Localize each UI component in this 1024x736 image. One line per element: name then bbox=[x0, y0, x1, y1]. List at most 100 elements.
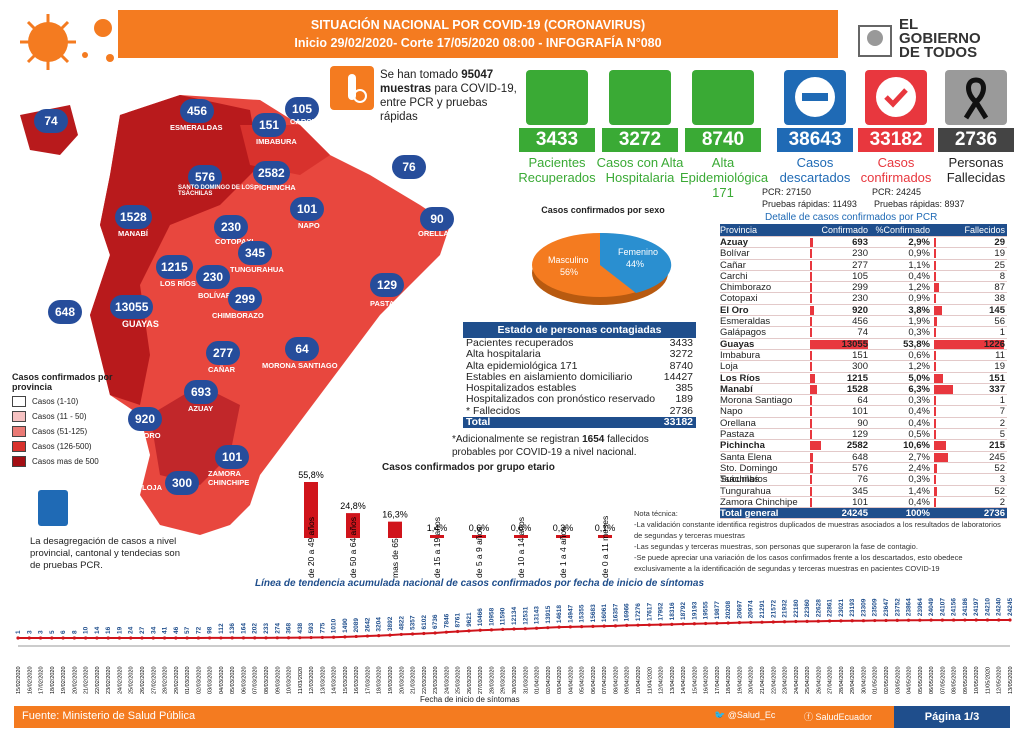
age-chart: Casos confirmados por grupo etario 55,8%… bbox=[282, 460, 627, 580]
technical-notes: Nota técnica: -La validación constante i… bbox=[634, 508, 1004, 574]
trend-value-label: 20974 bbox=[748, 600, 755, 618]
trend-point bbox=[478, 628, 482, 632]
trend-value-label: 15683 bbox=[590, 604, 597, 622]
bubble-pichincha: 2582 bbox=[253, 161, 290, 185]
trend-point bbox=[444, 630, 448, 634]
confirmed-bar bbox=[810, 305, 814, 315]
trend-point bbox=[433, 631, 437, 635]
trend-value-label: 21932 bbox=[782, 599, 789, 617]
footer-source-label: Fuente: bbox=[22, 710, 60, 722]
facebook-link[interactable]: ⓕ SaludEcuador bbox=[804, 712, 873, 722]
trend-value-label: 18792 bbox=[680, 602, 687, 620]
table-row: Manabí 1528 6,3% 337 bbox=[720, 383, 1007, 396]
trend-point bbox=[241, 636, 246, 640]
minus-icon bbox=[784, 70, 846, 125]
confirmed-bar bbox=[810, 452, 813, 462]
deaths-bar bbox=[934, 486, 937, 496]
confirmed-bar bbox=[810, 339, 868, 349]
female-pct: 44% bbox=[626, 259, 645, 269]
bubble-sucumbios: 76 bbox=[392, 155, 426, 179]
trend-point bbox=[264, 636, 268, 640]
trend-date-label: 16/03/2020 bbox=[354, 666, 360, 694]
trend-point bbox=[106, 636, 110, 640]
test-tube-icon bbox=[330, 66, 374, 110]
label-tungurahua: TUNGURAHUA bbox=[230, 265, 284, 274]
logo-text-3: DE TODOS bbox=[899, 44, 978, 61]
table-row: Los Ríos 1215 5,0% 151 bbox=[720, 372, 1007, 384]
trend-point bbox=[906, 618, 911, 622]
trend-date-label: 10/03/2020 bbox=[287, 666, 293, 694]
twitter-link[interactable]: 🐦 @Salud_Ec bbox=[714, 710, 776, 720]
trend-date-label: 11/03/2020 bbox=[298, 667, 304, 694]
label-cotopaxi: COTOPAXI bbox=[215, 237, 254, 246]
trend-date-label: 15/04/2020 bbox=[692, 666, 698, 694]
bubble-carchi: 105 bbox=[285, 97, 319, 121]
trend-value-label: 16357 bbox=[612, 603, 619, 621]
trend-date-label: 11/04/2020 bbox=[647, 667, 653, 694]
trend-date-label: 18/02/2020 bbox=[50, 666, 56, 694]
age-pct-label: 0,6% bbox=[469, 523, 490, 533]
trend-point bbox=[377, 634, 381, 638]
deaths-bar bbox=[934, 441, 946, 451]
trend-value-label: 202 bbox=[252, 623, 259, 634]
stat-recuperados: 3433 Pacientes Recuperados bbox=[514, 70, 600, 185]
table-row: Bolívar 230 0,9% 19 bbox=[720, 248, 1007, 260]
trend-point bbox=[456, 629, 460, 634]
adicional-note: *Adicionalmente se registran 1654 fallec… bbox=[452, 434, 649, 458]
trend-date-label: 30/03/2020 bbox=[512, 666, 518, 694]
trend-point bbox=[196, 636, 200, 640]
deaths-bar bbox=[934, 373, 943, 383]
samples-value: 95047 bbox=[461, 69, 494, 81]
label-guayas: GUAYAS bbox=[122, 319, 159, 329]
estado-row: Pacientes recuperados 3433 bbox=[466, 337, 693, 349]
footer: Fuente: Ministerio de Salud Pública 🐦 @S… bbox=[14, 706, 1010, 728]
trend-value-label: 1490 bbox=[342, 618, 349, 633]
trend-point bbox=[861, 619, 866, 623]
trend-point bbox=[704, 621, 708, 626]
notes-title: Nota técnica: bbox=[634, 509, 678, 518]
trend-value-label: 1 bbox=[15, 630, 22, 634]
trend-point bbox=[602, 624, 606, 628]
header-banner: SITUACIÓN NACIONAL POR COVID-19 (CORONAV… bbox=[118, 10, 838, 58]
deaths-bar bbox=[934, 463, 937, 473]
trend-point bbox=[523, 627, 527, 631]
label-esmeraldas: ESMERALDAS bbox=[170, 123, 223, 132]
trend-date-label: 26/04/2020 bbox=[816, 666, 822, 694]
trend-value-label: 19555 bbox=[703, 601, 710, 619]
estado-row: Hospitalizados estables 385 bbox=[466, 382, 693, 395]
map-note: La desagregación de casos a nivel provin… bbox=[30, 536, 180, 571]
trend-value-label: 2089 bbox=[353, 618, 360, 633]
age-pct-label: 0,6% bbox=[511, 523, 532, 533]
label-morona-santiago: MORONA SANTIAGO bbox=[262, 361, 338, 370]
trend-point bbox=[681, 622, 685, 626]
trend-point bbox=[805, 619, 809, 623]
confirmed-bar bbox=[810, 384, 817, 394]
trend-date-label: 18/04/2020 bbox=[726, 666, 732, 694]
trend-value-label: 20697 bbox=[736, 600, 743, 618]
trend-date-label: 23/03/2020 bbox=[433, 666, 439, 694]
confirmed-bar bbox=[810, 350, 812, 360]
trend-point bbox=[929, 618, 933, 622]
stat-confirmados: 33182 Casos confirmados bbox=[856, 70, 936, 185]
age-group-label: de 10 a 14 años bbox=[516, 517, 526, 578]
trend-date-label: 29/02/2020 bbox=[174, 666, 180, 694]
trend-date-label: 17/02/2020 bbox=[39, 666, 45, 694]
stat-label: Casos con Alta Hospitalaria bbox=[596, 155, 684, 185]
trend-value-label: 136 bbox=[229, 623, 236, 634]
trend-value-label: 2642 bbox=[364, 617, 371, 632]
trend-point bbox=[61, 636, 65, 640]
table-row: Pichincha 2582 10,6% 215 bbox=[720, 440, 1007, 452]
trend-point bbox=[580, 625, 584, 629]
confirmed-bar bbox=[810, 373, 815, 383]
table-header: Provincia Confirmado %Confirmado Fallecidos bbox=[720, 224, 1007, 237]
trend-value-label: 24245 bbox=[1007, 598, 1014, 616]
age-pct-label: 1,4% bbox=[427, 523, 448, 533]
confirmed-bar bbox=[810, 362, 812, 372]
trend-date-label: 27/02/2020 bbox=[151, 666, 157, 694]
table-row: Azuay 693 2,9% 29 bbox=[720, 237, 1007, 249]
trend-point bbox=[410, 632, 415, 636]
label-napo: NAPO bbox=[298, 221, 320, 230]
trend-value-label: 17276 bbox=[635, 603, 642, 621]
trend-date-label: 16/02/2020 bbox=[27, 666, 33, 694]
trend-date-label: 09/03/2020 bbox=[275, 666, 281, 694]
